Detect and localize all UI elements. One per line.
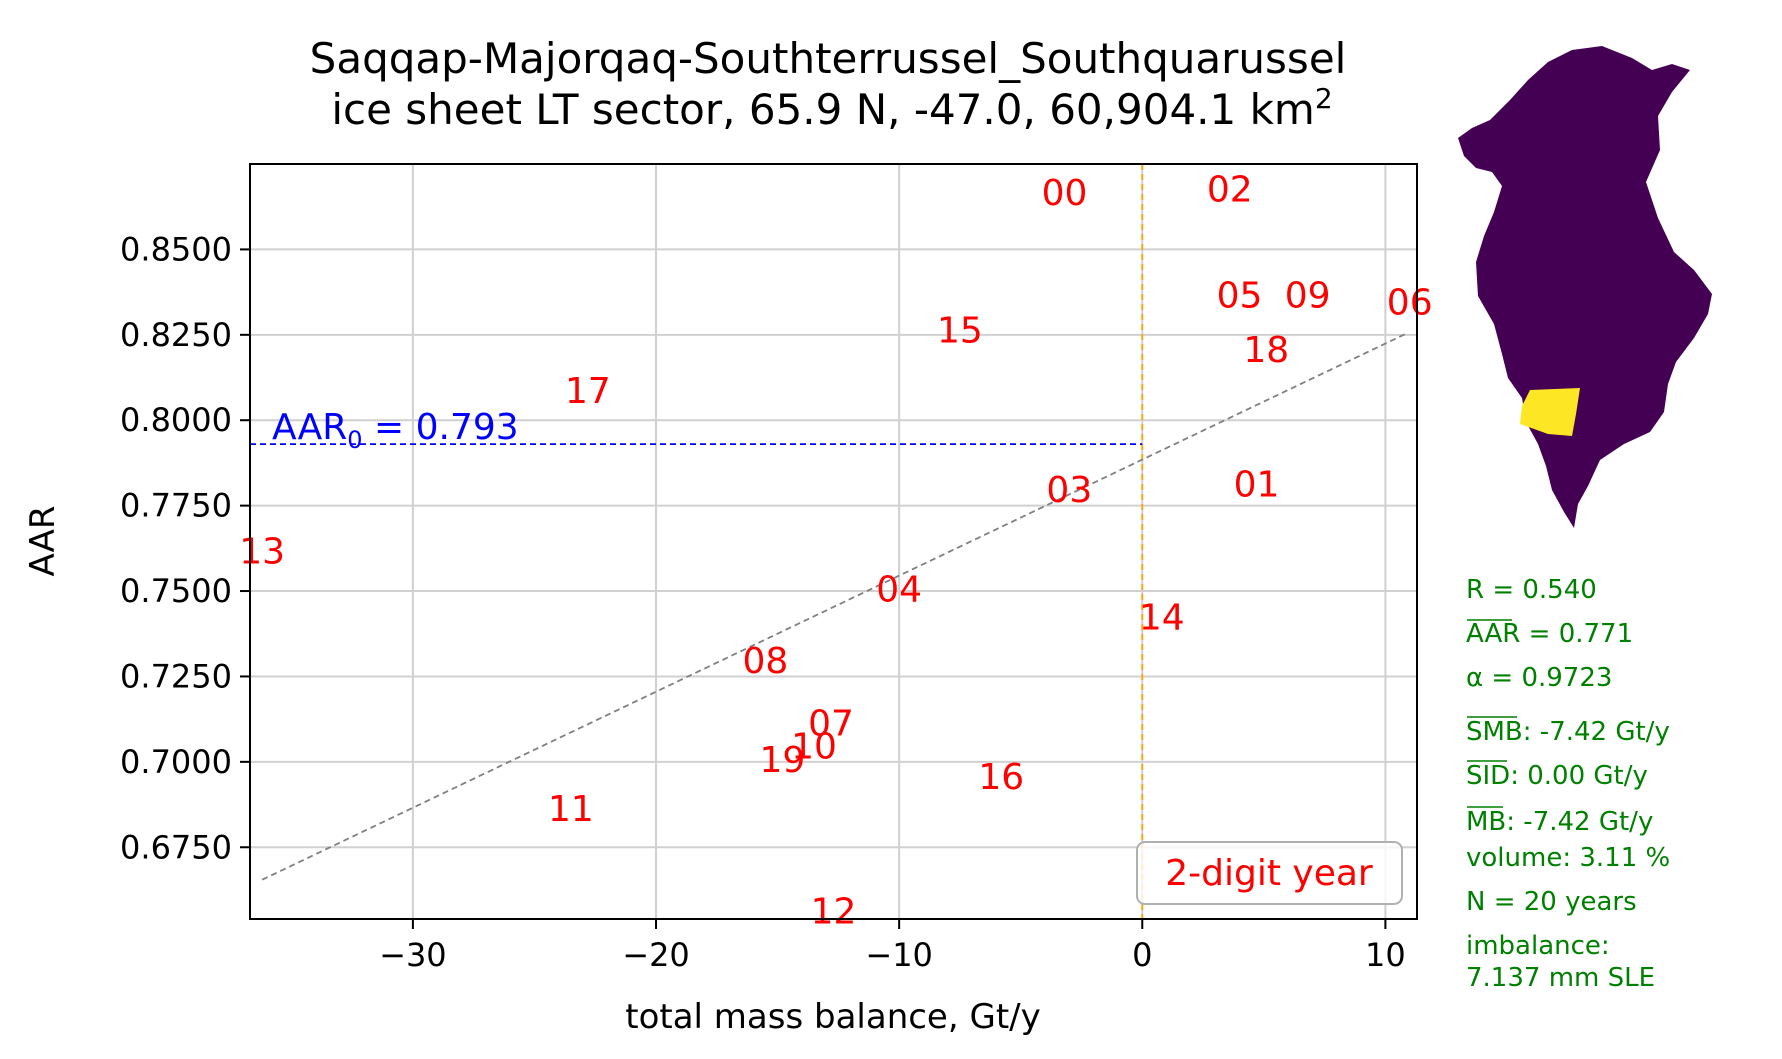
point-09: 09	[1285, 276, 1331, 317]
y-tick-label-0: 0.6750	[120, 828, 232, 866]
x-axis-label: total mass balance, Gt/y	[625, 997, 1040, 1037]
x-ticks: −30 −20 −10 0 10	[379, 919, 1406, 974]
stat-n: N = 20 years	[1466, 887, 1637, 917]
y-tick-label-5: 0.8000	[120, 401, 232, 439]
points-layer: 00 01 02 03 04 05 06 07 08 09 10 11 12 13 14 15 16 17 18 19	[239, 170, 1432, 933]
stat-smb: SMB: -7.42 Gt/y	[1466, 717, 1670, 747]
aar0-label: AAR0 = 0.793	[272, 407, 519, 454]
y-tick-label-7: 0.8500	[120, 230, 232, 268]
legend-label: 2-digit year	[1165, 853, 1373, 894]
y-axis-label: AAR	[23, 505, 63, 576]
chart-subtitle: ice sheet LT sector, 65.9 N, -47.0, 60,9…	[331, 82, 1332, 134]
y-tick-label-1: 0.7000	[120, 743, 232, 781]
aar0-prefix: AAR	[272, 407, 347, 448]
stat-imbalance-value: 7.137 mm SLE	[1466, 963, 1655, 993]
stat-alpha: α = 0.9723	[1466, 663, 1612, 693]
point-05: 05	[1217, 276, 1263, 317]
aar0-value: = 0.793	[363, 407, 519, 448]
legend-box: 2-digit year	[1136, 841, 1403, 905]
legend-frame	[1136, 841, 1403, 905]
stat-r: R = 0.540	[1466, 575, 1597, 605]
x-tick-label-2: −10	[865, 936, 933, 974]
point-08: 08	[743, 641, 789, 682]
point-19: 19	[760, 740, 806, 781]
stat-aar-mean: AAR = 0.771	[1466, 619, 1633, 649]
point-13: 13	[239, 532, 285, 573]
point-04: 04	[876, 569, 922, 610]
point-00: 00	[1042, 173, 1088, 214]
point-18: 18	[1243, 330, 1289, 371]
greenland-map-icon	[1458, 46, 1712, 528]
plot-frame	[249, 163, 1418, 920]
stat-mb-value: : -7.42 Gt/y	[1506, 807, 1653, 837]
greenland-land-shape	[1458, 46, 1712, 528]
stat-mb: MB: -7.42 Gt/y	[1466, 807, 1653, 837]
stat-smb-name: SMB	[1466, 717, 1523, 747]
stat-imbalance-label: imbalance:	[1466, 931, 1610, 961]
point-17: 17	[565, 371, 611, 412]
point-16: 16	[978, 757, 1024, 798]
y-tick-label-2: 0.7250	[120, 657, 232, 695]
fit-line	[261, 332, 1408, 881]
x-tick-label-4: 10	[1365, 936, 1406, 974]
stat-sid-name: SID	[1466, 761, 1510, 791]
y-ticks: 0.6750 0.7000 0.7250 0.7500 0.7750 0.8000 0.82…	[120, 230, 250, 866]
point-11: 11	[548, 789, 594, 830]
stat-sid: SID: 0.00 Gt/y	[1466, 761, 1648, 791]
lines-layer	[250, 164, 1408, 919]
chart-subtitle-text: ice sheet LT sector, 65.9 N, -47.0, 60,9…	[331, 85, 1315, 134]
point-15: 15	[937, 311, 983, 352]
x-tick-label-0: −30	[379, 936, 447, 974]
point-12: 12	[811, 891, 857, 932]
svg-text:AAR0 = 0.793: AAR0 = 0.793	[272, 407, 519, 454]
stat-smb-value: : -7.42 Gt/y	[1523, 717, 1670, 747]
y-tick-label-4: 0.7750	[120, 487, 232, 525]
aar0-sub: 0	[347, 426, 362, 454]
y-tick-label-6: 0.8250	[120, 316, 232, 354]
chart-title: Saqqap-Majorqaq-Southterrussel_Southquar…	[310, 34, 1347, 83]
y-tick-label-3: 0.7500	[120, 572, 232, 610]
stat-mb-name: MB	[1466, 807, 1506, 837]
point-01: 01	[1234, 464, 1280, 505]
point-10: 10	[791, 726, 837, 767]
point-02: 02	[1207, 170, 1253, 211]
grid-layer	[250, 164, 1417, 919]
x-tick-label-3: 0	[1132, 936, 1152, 974]
stat-sid-value: : 0.00 Gt/y	[1510, 761, 1648, 791]
point-03: 03	[1046, 470, 1092, 511]
chart-subtitle-sup: 2	[1315, 82, 1333, 115]
greenland-sector-highlight	[1520, 388, 1580, 436]
stat-aar-mean-value: = 0.771	[1520, 619, 1633, 649]
x-tick-label-1: −20	[622, 936, 690, 974]
point-07: 07	[808, 704, 854, 745]
point-06: 06	[1387, 282, 1433, 323]
stats-panel: R = 0.540 AAR = 0.771 α = 0.9723 SMB: -7…	[1466, 575, 1670, 993]
stat-aar-mean-name: AAR	[1466, 619, 1520, 649]
stat-volume: volume: 3.11 %	[1466, 843, 1670, 873]
point-14: 14	[1139, 598, 1185, 639]
